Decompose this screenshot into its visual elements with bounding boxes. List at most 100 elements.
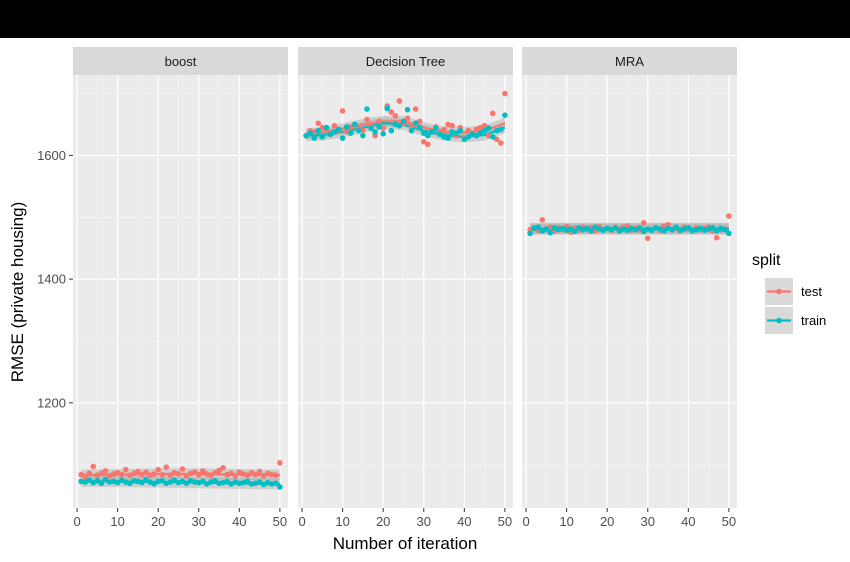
point-test	[135, 468, 141, 475]
point-test	[252, 471, 259, 478]
facet-strip	[73, 47, 288, 75]
point-train	[571, 228, 578, 235]
x-tick-label: 10	[559, 514, 573, 529]
point-test	[98, 470, 105, 477]
point-train	[200, 478, 206, 485]
point-test	[644, 235, 651, 242]
point-train	[713, 228, 720, 234]
x-tick-label: 40	[457, 514, 471, 529]
point-train	[527, 230, 533, 237]
panel-background	[73, 75, 288, 508]
point-test	[244, 472, 251, 479]
panel-background	[522, 75, 737, 508]
point-train	[396, 122, 403, 129]
point-test	[315, 120, 322, 127]
point-train	[244, 478, 251, 485]
point-train	[400, 118, 407, 125]
legend: split test train	[752, 252, 826, 334]
point-test	[388, 109, 395, 115]
point-test	[404, 115, 411, 122]
point-train	[481, 127, 488, 134]
point-train	[445, 135, 451, 141]
point-train	[339, 135, 346, 141]
point-train	[380, 130, 386, 137]
point-test	[489, 110, 496, 117]
point-test	[502, 90, 508, 97]
point-train	[86, 477, 93, 483]
point-test	[232, 473, 239, 479]
point-train	[311, 135, 318, 141]
x-tick-label: 30	[192, 514, 206, 529]
point-test	[726, 213, 732, 219]
point-test	[347, 124, 354, 130]
point-train	[425, 132, 431, 139]
point-train	[408, 127, 415, 134]
point-train	[498, 126, 504, 133]
point-train	[465, 134, 472, 140]
panel-boost: boost 0 10 20 30 40 50	[73, 47, 288, 529]
point-train	[420, 130, 427, 136]
point-test	[256, 468, 263, 475]
point-test	[449, 122, 455, 129]
panel-background	[298, 75, 513, 508]
point-train	[102, 476, 109, 483]
point-train	[477, 130, 484, 136]
point-train	[669, 226, 675, 233]
point-test	[493, 136, 500, 143]
y-tick-label: 1400	[37, 272, 66, 287]
point-test	[183, 473, 190, 479]
point-train	[360, 132, 366, 139]
point-test	[441, 126, 447, 133]
y-axis: 1200 1400 1600	[37, 148, 73, 410]
point-train	[489, 134, 496, 140]
point-train	[98, 480, 105, 487]
point-train	[273, 480, 279, 487]
point-test	[220, 464, 226, 471]
point-train	[139, 479, 145, 486]
point-test	[82, 473, 88, 480]
point-train	[212, 477, 218, 484]
point-test	[420, 139, 427, 145]
point-train	[376, 124, 382, 130]
x-tick-label: 10	[335, 514, 349, 529]
point-train	[457, 127, 464, 134]
point-test	[139, 471, 145, 478]
point-train	[126, 480, 133, 487]
point-test	[539, 216, 546, 223]
point-test	[200, 468, 206, 474]
point-test	[425, 141, 431, 148]
facet-panels: boost 0 10 20 30 40 50 Decision Tree 0 10 20 30 40 50…	[73, 47, 737, 529]
facet-strip	[522, 47, 737, 75]
point-train	[437, 131, 443, 138]
x-tick-label: 20	[600, 514, 614, 529]
point-train	[685, 224, 692, 231]
point-test	[155, 466, 161, 473]
x-tick-label: 0	[73, 514, 80, 529]
point-train	[661, 228, 667, 234]
point-test	[216, 467, 222, 474]
point-test	[277, 460, 283, 466]
facet-strip	[298, 47, 513, 75]
point-train	[416, 124, 423, 131]
point-test	[208, 472, 214, 479]
x-tick-label: 10	[110, 514, 124, 529]
x-tick-label: 20	[151, 514, 165, 529]
point-train	[584, 225, 590, 232]
point-test	[228, 470, 235, 477]
point-test	[273, 472, 279, 479]
point-train	[384, 105, 391, 112]
point-train	[343, 124, 350, 130]
point-test	[331, 122, 338, 129]
point-train	[372, 129, 378, 135]
point-train	[636, 224, 643, 231]
point-train	[588, 228, 594, 234]
x-axis-title: Number of iteration	[333, 534, 478, 553]
x-tick-label: 0	[298, 514, 305, 529]
facet-strip-label: Decision Tree	[366, 54, 445, 69]
point-train	[673, 224, 679, 230]
point-test	[159, 471, 166, 478]
point-train	[171, 477, 178, 483]
point-test	[175, 471, 182, 477]
point-test	[118, 471, 125, 478]
y-tick-label: 1600	[37, 148, 66, 163]
